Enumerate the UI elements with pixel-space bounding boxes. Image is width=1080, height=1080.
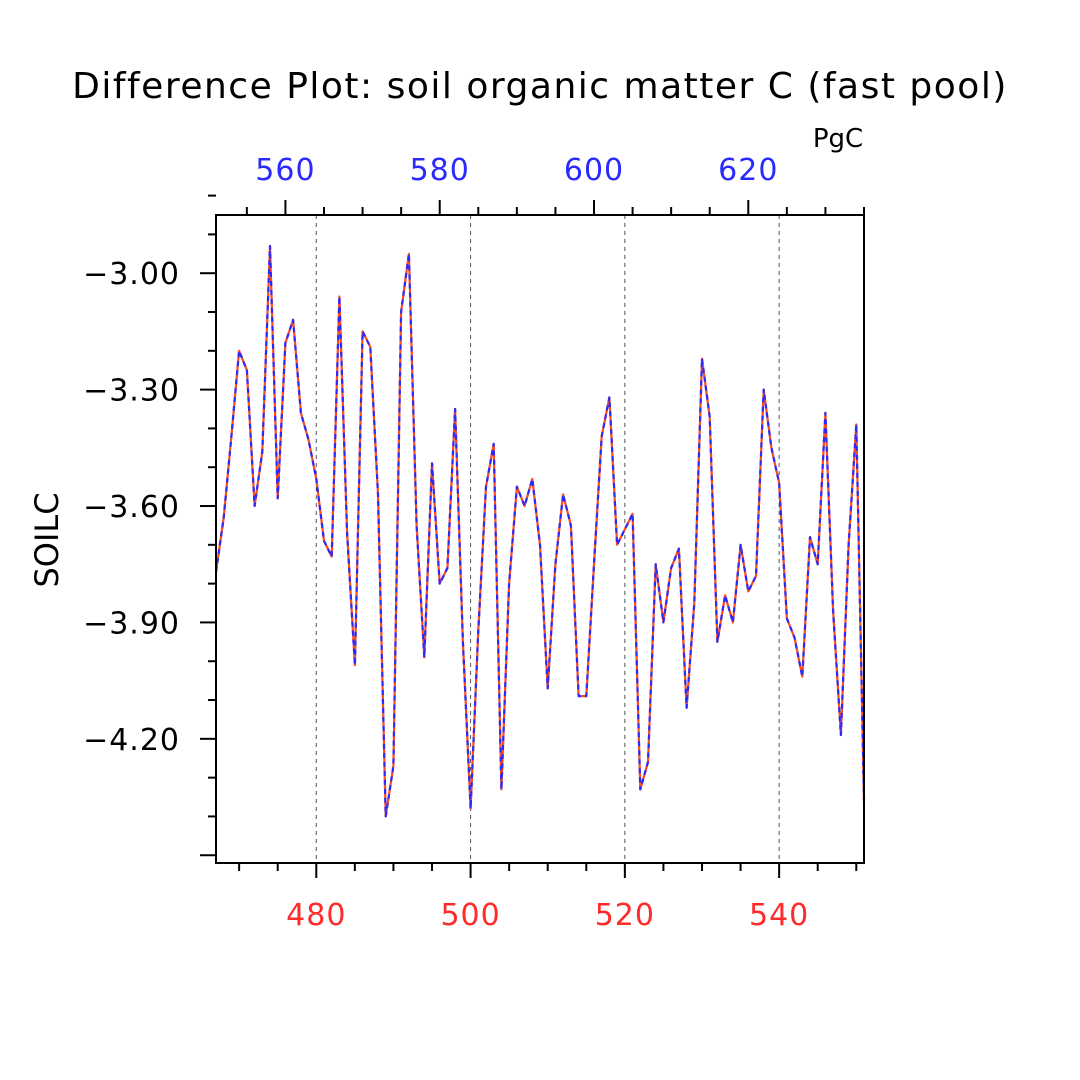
- series-line-top-axis: [214, 244, 866, 818]
- top-axis-tick-label-600: 600: [564, 153, 624, 188]
- y-axis-tick-label: −4.20: [83, 723, 180, 758]
- y-axis-tick-label: −3.90: [83, 606, 180, 641]
- bottom-axis-tick-label-520: 520: [595, 898, 655, 933]
- top-axis-tick-label-560: 560: [255, 153, 315, 188]
- series-lines: [214, 244, 866, 818]
- y-axis-label: SOILC: [28, 492, 66, 587]
- bottom-axis-tick-label-500: 500: [440, 898, 500, 933]
- chart-title: Difference Plot: soil organic matter C (…: [72, 66, 1008, 107]
- y-axis-tick-label: −3.60: [83, 490, 180, 525]
- y-axis-tick-label: −3.30: [83, 374, 180, 409]
- grid-lines: [315, 215, 780, 863]
- bottom-axis-tick-label-480: 480: [286, 898, 346, 933]
- y-axis-tick-label: −3.00: [83, 257, 180, 292]
- plot-frame: [215, 214, 865, 864]
- top-axis-tick-label-580: 580: [410, 153, 470, 188]
- axes: 480 500 520 540 560 580 600 620 −3.00 −3.30 −3.60 −…: [83, 153, 865, 933]
- bottom-axis-tick-label-540: 540: [749, 898, 809, 933]
- top-axis-unit-label: PgC: [813, 124, 863, 154]
- top-axis-tick-label-620: 620: [718, 153, 778, 188]
